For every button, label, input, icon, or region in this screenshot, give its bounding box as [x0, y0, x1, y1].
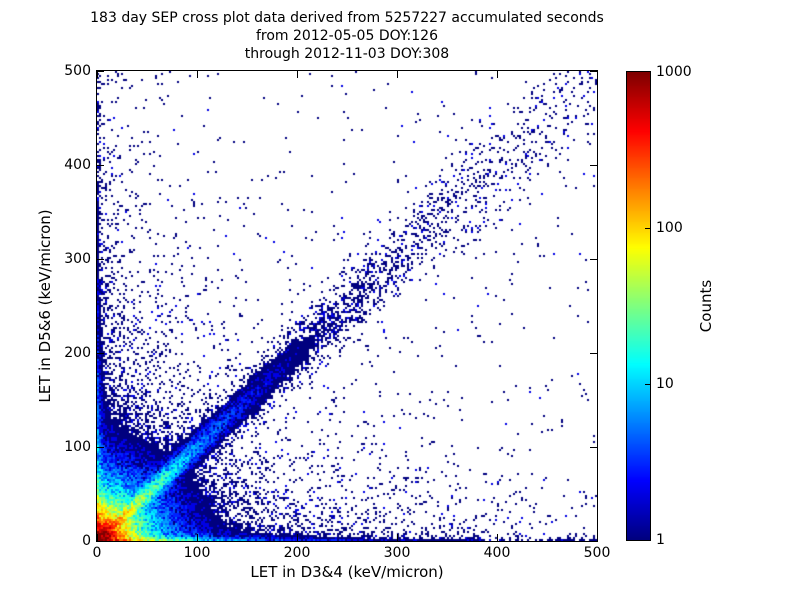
colorbar-canvas [627, 72, 650, 540]
colorbar-tick-label: 1 [656, 532, 665, 548]
y-tick-label: 200 [64, 345, 91, 361]
y-tick-label: 400 [64, 157, 91, 173]
x-tick-label: 0 [92, 545, 102, 561]
y-tick-label: 500 [64, 63, 91, 79]
axis-tick-mark [590, 259, 597, 260]
axis-tick-mark [97, 541, 104, 542]
axis-tick-mark [590, 353, 597, 354]
y-tick-label: 300 [64, 251, 91, 267]
title-line-3: through 2012-11-03 DOY:308 [244, 46, 450, 62]
axis-tick-mark [590, 541, 597, 542]
x-tick-label: 400 [483, 545, 511, 561]
colorbar [626, 71, 651, 541]
axis-tick-mark [97, 259, 104, 260]
title-line-2: from 2012-05-05 DOY:126 [255, 28, 438, 44]
axis-tick-mark [590, 447, 597, 448]
colorbar-tick-label: 100 [656, 220, 683, 236]
colorbar-tick-mark [645, 384, 650, 385]
axis-tick-mark [297, 71, 298, 78]
axis-tick-mark [97, 447, 104, 448]
chart-title: 183 day SEP cross plot data derived from… [47, 9, 647, 63]
axis-tick-mark [397, 71, 398, 78]
x-tick-label: 200 [283, 545, 311, 561]
y-axis-label: LET in D5&6 (keV/micron) [36, 209, 54, 403]
y-tick-label: 100 [64, 439, 91, 455]
y-tick-label: 0 [82, 533, 91, 549]
x-axis-label: LET in D3&4 (keV/micron) [250, 563, 444, 581]
colorbar-tick-label: 10 [656, 376, 674, 392]
colorbar-tick-label: 1000 [656, 64, 692, 80]
axis-tick-mark [597, 71, 598, 78]
axis-tick-mark [297, 534, 298, 541]
colorbar-tick-mark [645, 228, 650, 229]
heatmap-canvas [97, 71, 597, 541]
axis-tick-mark [497, 71, 498, 78]
colorbar-label: Counts [697, 279, 715, 333]
axis-tick-mark [597, 534, 598, 541]
axis-tick-mark [197, 534, 198, 541]
plot-area [96, 70, 598, 542]
axis-tick-mark [197, 71, 198, 78]
axis-tick-mark [397, 534, 398, 541]
x-tick-label: 100 [183, 545, 211, 561]
axis-tick-mark [97, 353, 104, 354]
axis-tick-mark [97, 71, 104, 72]
axis-tick-mark [590, 165, 597, 166]
x-tick-label: 300 [383, 545, 411, 561]
axis-tick-mark [97, 534, 98, 541]
title-line-1: 183 day SEP cross plot data derived from… [90, 10, 604, 26]
axis-tick-mark [497, 534, 498, 541]
axis-tick-mark [97, 71, 98, 78]
axis-tick-mark [590, 71, 597, 72]
x-tick-label: 500 [583, 545, 611, 561]
axis-tick-mark [97, 165, 104, 166]
